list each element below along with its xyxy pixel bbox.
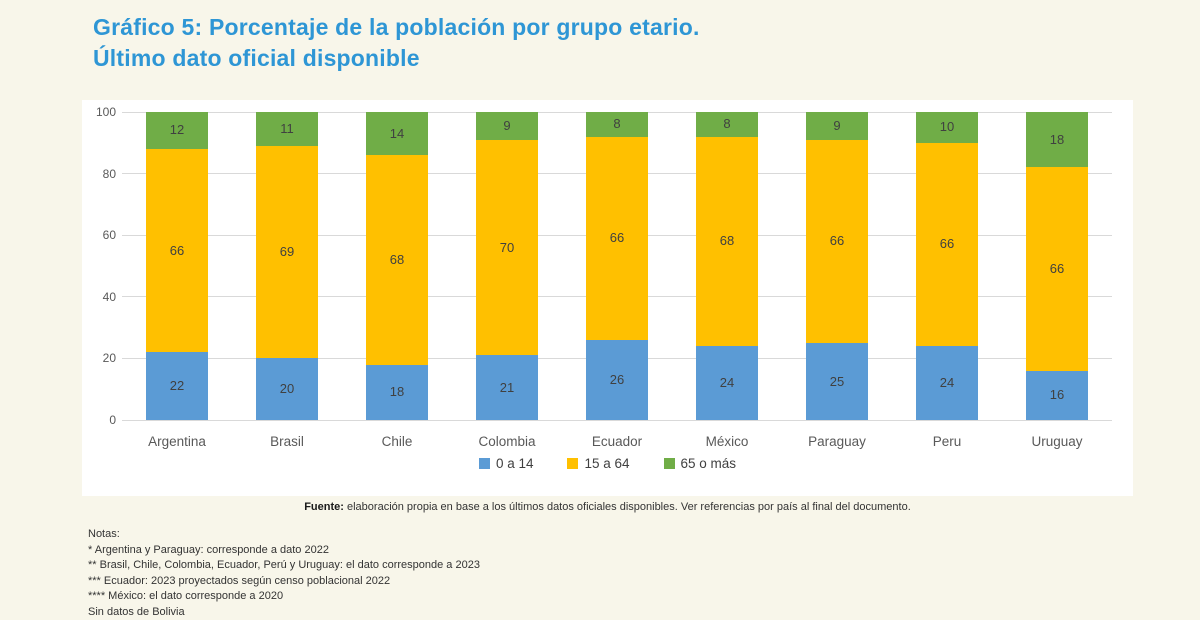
bar-segment: 66: [146, 148, 208, 353]
bar-segment: 8: [696, 112, 758, 137]
value-label: 66: [1049, 261, 1065, 277]
value-label: 66: [169, 242, 185, 258]
value-label: 66: [609, 230, 625, 246]
bar-segment: 8: [586, 112, 648, 137]
bar-segment: 66: [806, 139, 868, 343]
bar-segment: 11: [256, 112, 318, 146]
y-axis-label: 20: [102, 351, 116, 366]
chart-panel: 22 66 12 Argentina 20 69 11 Brasil 18 68 14 Chile 21…: [82, 100, 1133, 496]
bar-segment: 18: [366, 364, 428, 420]
note-line: *** Ecuador: 2023 proyectados según cens…: [88, 574, 391, 587]
value-label: 21: [499, 379, 515, 395]
bar-segment: 25: [806, 343, 868, 420]
note-line: Sin datos de Bolivia: [88, 605, 185, 618]
x-axis-label: Colombia: [478, 434, 536, 449]
legend-swatch-icon: [478, 458, 490, 469]
legend-item: 65 o más: [663, 456, 737, 471]
bar-segment: 21: [476, 355, 538, 420]
note-line: * Argentina y Paraguay: corresponde a da…: [88, 543, 329, 556]
value-label: 16: [1049, 387, 1065, 403]
bar-segment: 66: [916, 142, 978, 347]
value-label: 24: [719, 375, 735, 391]
legend-label: 65 o más: [680, 456, 737, 471]
bar-segment: 9: [806, 112, 868, 140]
value-label: 10: [939, 119, 955, 135]
value-label: 14: [389, 125, 405, 141]
chart-title-line1: Gráfico 5: Porcentaje de la población po…: [93, 14, 700, 40]
x-axis-label: Ecuador: [591, 434, 643, 449]
bar-segment: 12: [146, 112, 208, 149]
bar-segment: 26: [586, 339, 648, 420]
source-text: elaboración propia en base a los últimos…: [343, 501, 911, 513]
value-label: 11: [280, 120, 294, 136]
gridline: [122, 419, 1112, 421]
legend-label: 0 a 14: [495, 456, 534, 471]
x-axis-label: Uruguay: [1031, 434, 1083, 449]
bar-segment: 18: [1026, 112, 1088, 168]
value-label: 69: [279, 244, 295, 260]
bar-segment: 24: [696, 346, 758, 420]
chart-title: Gráfico 5: Porcentaje de la población po…: [93, 12, 700, 74]
bar-segment: 68: [696, 136, 758, 347]
gridline: [122, 111, 1112, 113]
bar-segment: 70: [476, 139, 538, 356]
bar-segment: 9: [476, 112, 538, 140]
bar-segment: 16: [1026, 370, 1088, 420]
bar-segment: 24: [916, 346, 978, 420]
y-axis-label: 60: [102, 228, 116, 243]
legend-label: 15 a 64: [584, 456, 630, 471]
x-axis-label: Brasil: [270, 434, 304, 449]
y-axis-label: 40: [102, 289, 116, 304]
legend-item: 15 a 64: [567, 456, 630, 471]
value-label: 66: [829, 233, 845, 249]
bar-segment: 69: [256, 145, 318, 359]
bar-segment: 68: [366, 155, 428, 365]
bar-segment: 10: [916, 112, 978, 143]
value-label: 68: [389, 251, 405, 267]
value-label: 24: [939, 375, 955, 391]
notes-block: Notas: * Argentina y Paraguay: correspon…: [88, 527, 480, 620]
source-label: Fuente:: [304, 501, 344, 513]
value-label: 18: [1049, 131, 1065, 147]
value-label: 25: [829, 373, 845, 389]
plot-area: 22 66 12 Argentina 20 69 11 Brasil 18 68 14 Chile 21…: [122, 111, 1112, 449]
legend-swatch-icon: [567, 458, 579, 469]
x-axis-label: Paraguay: [808, 434, 866, 449]
value-label: 70: [499, 239, 515, 255]
bar-segment: 66: [1026, 167, 1088, 371]
y-axis-label: 100: [95, 105, 116, 119]
source-note: Fuente: elaboración propia en base a los…: [82, 501, 1133, 513]
x-axis-label: Argentina: [148, 434, 206, 449]
legend-item: 0 a 14: [478, 456, 534, 471]
value-label: 68: [719, 233, 735, 249]
value-label: 9: [503, 117, 511, 133]
value-label: 66: [939, 236, 955, 252]
legend: 0 a 14 15 a 64 65 o más: [82, 456, 1133, 471]
bar-segment: 66: [586, 136, 648, 340]
note-line: ** Brasil, Chile, Colombia, Ecuador, Per…: [88, 559, 480, 571]
value-label: 8: [613, 116, 621, 132]
bar-segment: 22: [146, 352, 208, 420]
value-label: 18: [389, 384, 405, 400]
x-axis-label: Chile: [381, 434, 413, 449]
x-axis-label: Peru: [932, 434, 962, 449]
value-label: 20: [279, 381, 295, 397]
note-line: **** México: el dato corresponde a 2020: [88, 590, 284, 602]
value-label: 22: [169, 378, 185, 394]
value-label: 8: [723, 116, 731, 132]
chart-title-line2: Último dato oficial disponible: [93, 45, 420, 71]
value-label: 26: [609, 371, 625, 387]
value-label: 9: [833, 117, 841, 133]
y-axis-label: 80: [102, 166, 116, 181]
y-axis-label: 0: [109, 413, 116, 427]
x-axis-label: México: [705, 434, 749, 449]
notes-heading: Notas:: [88, 528, 120, 540]
bar-segment: 20: [256, 358, 318, 420]
bar-segment: 14: [366, 112, 428, 156]
legend-swatch-icon: [663, 458, 675, 469]
value-label: 12: [169, 122, 185, 138]
